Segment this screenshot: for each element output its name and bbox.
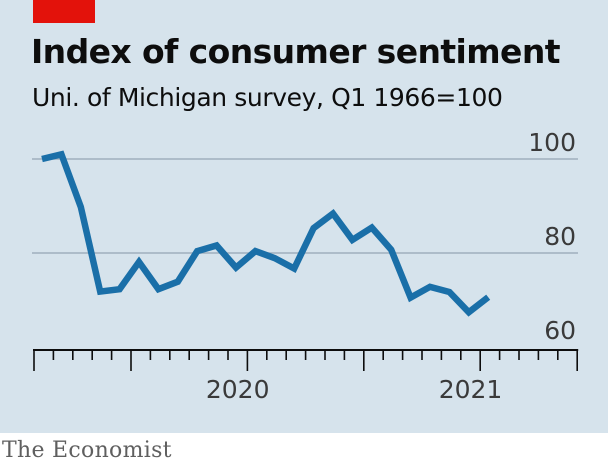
y-tick-label: 100 [528, 128, 576, 157]
y-axis-labels: 100 80 60 [528, 128, 576, 345]
chart-panel [0, 0, 608, 433]
series-line [41, 150, 491, 317]
series-group [41, 150, 491, 317]
x-tick-label: 2021 [439, 375, 503, 404]
x-axis [33, 349, 579, 371]
y-tick-label: 60 [544, 316, 576, 345]
source-credit: The Economist [2, 438, 172, 463]
brand-tag [33, 0, 95, 23]
line-chart: 100 80 60 2020 2021 [32, 128, 579, 404]
x-axis-labels: 2020 2021 [206, 375, 502, 404]
y-tick-label: 80 [544, 222, 576, 251]
chart-subtitle: Uni. of Michigan survey, Q1 1966=100 [32, 83, 503, 112]
chart-title: Index of consumer sentiment [31, 32, 561, 71]
x-tick-label: 2020 [206, 375, 270, 404]
